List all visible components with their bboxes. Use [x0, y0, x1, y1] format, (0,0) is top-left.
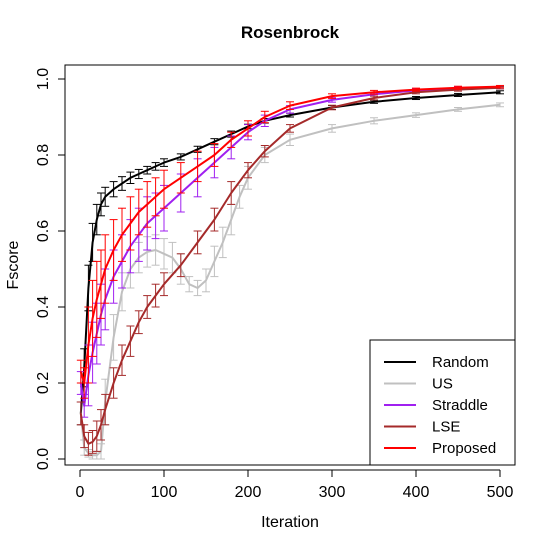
- y-tick-label: 1.0: [35, 68, 52, 90]
- x-tick-label: 100: [151, 484, 178, 501]
- x-tick-label: 300: [319, 484, 346, 501]
- legend: Random US Straddle LSE Proposed: [369, 339, 516, 466]
- x-axis-ticks: 0 100 200 300 400 500: [76, 470, 514, 501]
- legend-box: [369, 339, 516, 466]
- series-random: [76, 90, 504, 426]
- legend-label: US: [432, 376, 453, 393]
- x-tick-label: 0: [76, 484, 85, 501]
- x-tick-label: 500: [487, 484, 514, 501]
- series-line: [79, 91, 501, 414]
- x-axis-label: Iteration: [261, 514, 319, 531]
- y-tick-label: 0.4: [35, 296, 52, 318]
- y-tick-label: 0.2: [35, 372, 52, 394]
- y-tick-label: 0.6: [35, 220, 52, 242]
- y-axis-label: Fscore: [5, 240, 22, 289]
- x-tick-label: 200: [235, 484, 262, 501]
- y-tick-label: 0.0: [35, 448, 52, 470]
- series-line: [79, 86, 501, 445]
- x-tick-label: 400: [403, 484, 430, 501]
- y-tick-label: 0.8: [35, 144, 52, 166]
- chart-title: Rosenbrock: [241, 23, 340, 42]
- series-lse: [76, 86, 504, 456]
- y-axis-ticks: 0.0 0.2 0.4 0.6 0.8 1.0: [35, 68, 65, 470]
- legend-label: Proposed: [432, 440, 496, 457]
- legend-label: LSE: [432, 419, 460, 436]
- series-line: [79, 86, 501, 407]
- plot-marks: [76, 84, 504, 460]
- series-line: [79, 85, 501, 384]
- legend-label: Straddle: [432, 397, 488, 414]
- series-proposed: [76, 84, 504, 399]
- legend-label: Random: [432, 354, 489, 371]
